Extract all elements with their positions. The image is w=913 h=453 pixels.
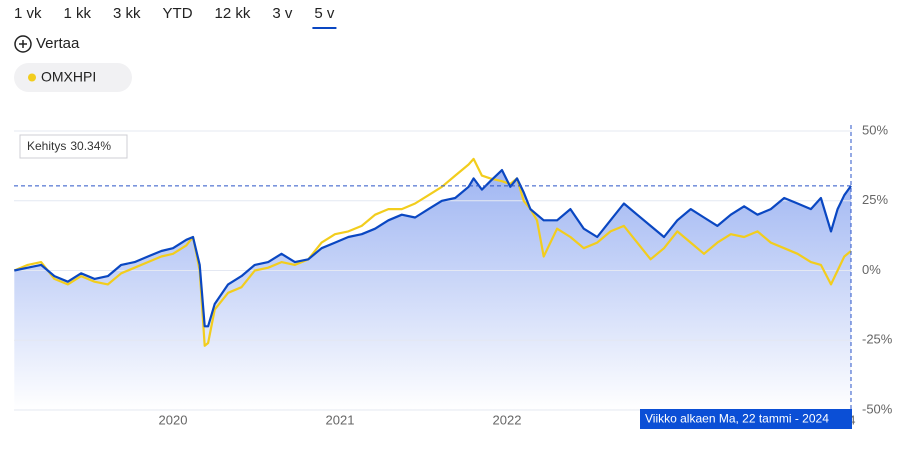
range-tab[interactable]: 3 v xyxy=(272,5,293,22)
area-fill xyxy=(14,170,852,410)
x-tick-label: 2020 xyxy=(159,412,188,427)
legend-dot xyxy=(28,73,36,82)
range-tab[interactable]: 5 v xyxy=(314,5,335,22)
legend-label: OMXHPI xyxy=(41,69,96,85)
y-tick-label: 25% xyxy=(862,192,888,207)
y-tick-label: 50% xyxy=(862,122,888,137)
range-tab[interactable]: YTD xyxy=(163,5,193,22)
range-tab[interactable]: 3 kk xyxy=(113,5,141,22)
x-tick-label: 2021 xyxy=(326,412,355,427)
x-tick-label: 2022 xyxy=(493,412,522,427)
series-chip[interactable]: OMXHPI xyxy=(14,63,132,92)
range-tab[interactable]: 1 kk xyxy=(64,5,92,22)
series-line xyxy=(13,157,852,347)
chip-bg xyxy=(14,63,132,92)
change-box xyxy=(19,134,128,159)
y-tick-label: 0% xyxy=(862,262,881,277)
y-tick-label: -25% xyxy=(862,332,893,347)
chart: 50%25%0%-25%-50%20202021202220232024Kehi… xyxy=(13,122,893,429)
range-tab[interactable]: 12 kk xyxy=(215,5,251,22)
change-title: Kehitys xyxy=(27,139,66,153)
hover-label: Viikko alkaen Ma, 22 tammi - 2024 xyxy=(645,412,829,426)
y-tick-label: -50% xyxy=(862,401,893,416)
range-tabs: 1 vk 1 kk 3 kk YTD 12 kk 3 v 5 v xyxy=(14,5,337,29)
compare-label: Vertaa xyxy=(36,35,80,52)
compare-button[interactable]: Vertaa xyxy=(14,35,80,53)
hover-label-bg xyxy=(640,409,852,429)
change-value: 30.34% xyxy=(70,139,111,153)
plus-icon xyxy=(14,35,32,53)
series-line xyxy=(14,169,852,328)
range-tab[interactable]: 1 vk xyxy=(14,5,42,22)
